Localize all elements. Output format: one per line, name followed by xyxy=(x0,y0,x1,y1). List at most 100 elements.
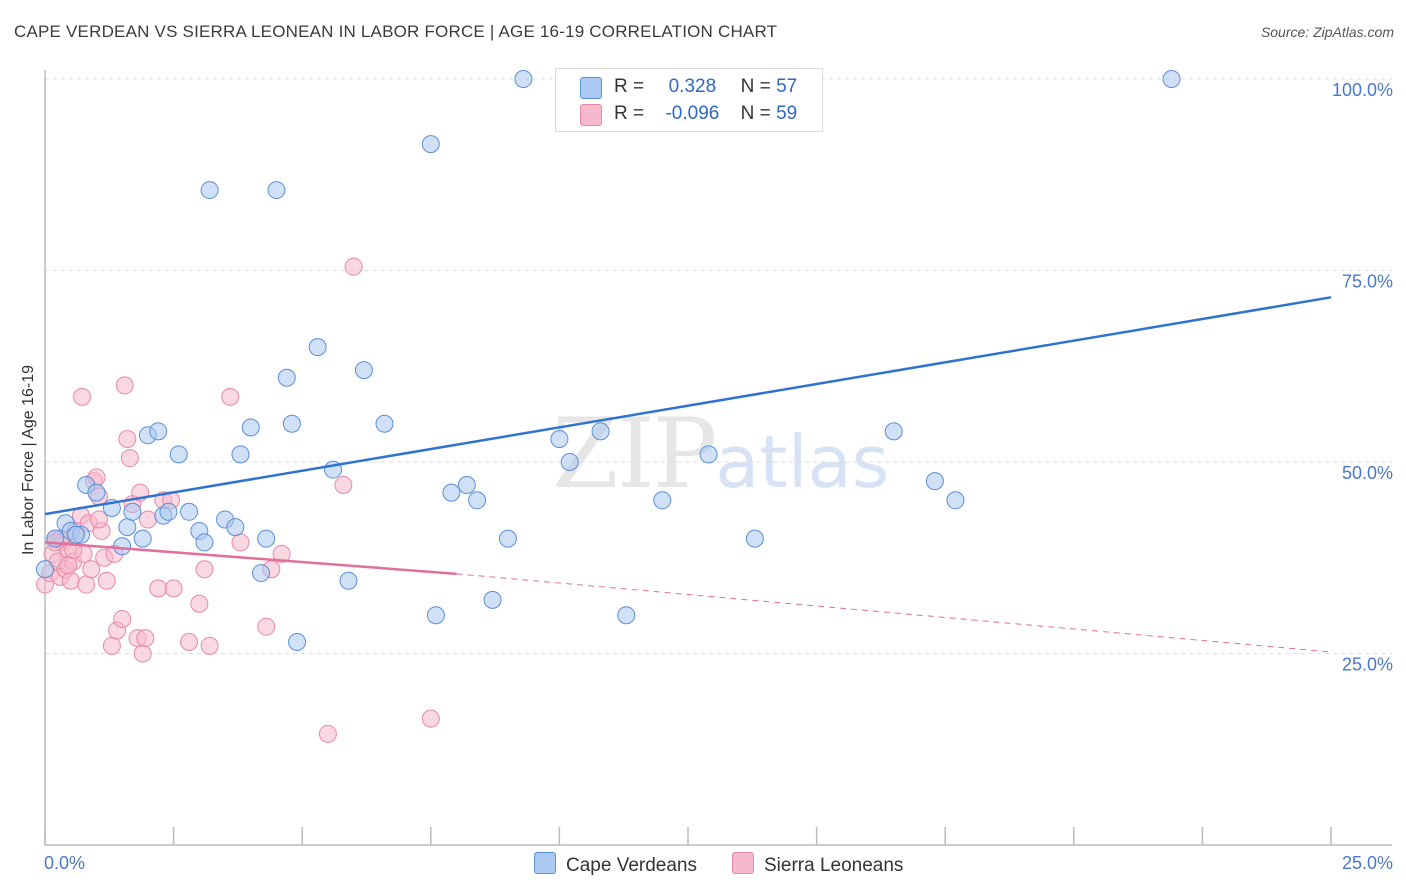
sierra-leonean-point xyxy=(73,387,92,406)
cape-verdean-point xyxy=(149,422,168,441)
sierra-leonean-point xyxy=(344,257,363,276)
sierra-leonean-trend-extension xyxy=(456,573,1332,653)
sierra-leonean-point xyxy=(257,617,276,636)
watermark-zip: ZIP xyxy=(552,398,717,510)
sierra-leonean-point xyxy=(90,510,109,529)
cape-verdean-point xyxy=(653,491,672,510)
n-value: 57 xyxy=(776,76,798,97)
sierra-leonean-point xyxy=(120,449,139,468)
trend-lines xyxy=(44,296,1332,653)
cape-verdean-point xyxy=(925,472,944,491)
sierra-leonean-point xyxy=(77,575,96,594)
cape-verdean-point xyxy=(884,422,903,441)
cape-verdean-point xyxy=(200,181,219,200)
y-tick-label: 25.0% xyxy=(1342,655,1393,675)
cape-verdean-point xyxy=(169,445,188,464)
cape-verdean-point xyxy=(133,529,152,548)
sierra-leonean-point xyxy=(59,556,78,575)
cape-verdean-point xyxy=(195,533,214,552)
grid xyxy=(45,78,1392,654)
cape-verdean-point xyxy=(277,368,296,387)
blue-swatch xyxy=(534,852,556,874)
cape-verdean-point xyxy=(699,445,718,464)
axes xyxy=(44,70,1392,846)
cape-verdean-point xyxy=(36,560,54,579)
cape-verdean-point xyxy=(354,361,373,380)
r-value: -0.096 xyxy=(665,103,720,124)
sierra-leonean-point xyxy=(138,510,157,529)
sierra-leonean-point xyxy=(180,633,199,652)
sierra-leonean-point xyxy=(115,376,134,395)
cape-verdean-point xyxy=(426,606,445,625)
cape-verdean-point xyxy=(514,70,533,88)
cape-verdean-point xyxy=(252,564,271,583)
r-label: R = xyxy=(614,103,645,124)
n-label: N = xyxy=(740,103,771,124)
sierra-leonean-point xyxy=(164,579,183,598)
cape-verdean-point xyxy=(226,518,245,537)
watermark: ZIPatlas xyxy=(552,398,889,510)
cape-verdean-point xyxy=(66,525,85,544)
sierra-leonean-point xyxy=(190,594,209,613)
y-axis-label: In Labor Force | Age 16-19 xyxy=(20,365,37,555)
cape-verdean-point xyxy=(159,502,178,521)
cape-verdean-point xyxy=(308,338,327,357)
cape-verdean-point xyxy=(745,529,764,548)
cape-verdean-point xyxy=(231,445,250,464)
x-tick-label-max: 25.0% xyxy=(1342,853,1393,873)
r-label: R = xyxy=(614,76,645,97)
cape-verdean-point xyxy=(498,529,517,548)
sierra-leonean-point xyxy=(195,560,214,579)
cape-verdean-point xyxy=(87,483,106,502)
r-value: 0.328 xyxy=(668,76,717,97)
cape-verdean-point xyxy=(591,422,610,441)
x-tick-label-min: 0.0% xyxy=(44,853,85,873)
cape-verdean-point xyxy=(118,518,137,537)
cape-verdean-point xyxy=(617,606,636,625)
sierra-leonean-point xyxy=(200,636,219,655)
sierra-leonean-point xyxy=(102,636,121,655)
sierra-leonean-point xyxy=(221,387,240,406)
cape-verdean-point xyxy=(483,590,502,609)
sierra-leonean-point xyxy=(272,544,291,563)
legend-label: Cape Verdeans xyxy=(566,855,697,876)
cape-verdean-point xyxy=(375,414,394,433)
cape-verdean-point xyxy=(457,475,476,494)
cape-verdean-point xyxy=(282,414,301,433)
sierra-leonean-point xyxy=(113,610,132,629)
cape-verdean-point xyxy=(421,135,440,154)
cape-verdean-point xyxy=(560,453,579,471)
sierra-leonean-point xyxy=(133,644,152,663)
y-tick-label: 50.0% xyxy=(1342,463,1393,483)
cape-verdean-point xyxy=(113,537,132,556)
cape-verdean-point xyxy=(1162,70,1181,88)
sierra-leonean-point xyxy=(149,579,168,598)
pink-swatch xyxy=(580,104,602,126)
sierra-leonean-point xyxy=(231,533,250,552)
sierra-leonean-point xyxy=(421,709,440,728)
sierra-leonean-point xyxy=(136,629,155,648)
cape-verdean-point xyxy=(257,529,276,548)
n-label: N = xyxy=(740,76,771,97)
bottom-legend-cape-verdeans: Cape Verdeans xyxy=(534,852,697,877)
cape-verdean-point xyxy=(946,491,965,510)
cape-verdean-point xyxy=(339,571,358,590)
bottom-legend-sierra-leoneans: Sierra Leoneans xyxy=(732,852,903,877)
sierra-leonean-point xyxy=(318,724,337,743)
tick-labels: 25.0% 50.0% 75.0% 100.0% 0.0% 25.0% In Labor F… xyxy=(20,80,1393,873)
legend-label: Sierra Leoneans xyxy=(764,855,904,876)
cape-verdean-point xyxy=(288,633,307,652)
blue-swatch xyxy=(580,77,602,99)
stats-legend: R = 0.328 N = 57 R = -0.096 N = 59 xyxy=(555,68,823,132)
chart-title: CAPE VERDEAN VS SIERRA LEONEAN IN LABOR … xyxy=(14,22,778,41)
cape-verdean-point xyxy=(123,502,142,521)
y-tick-label: 75.0% xyxy=(1342,272,1393,292)
cape-verdean-point xyxy=(267,181,286,200)
cape-verdean-point xyxy=(550,430,569,449)
cape-verdean-point xyxy=(468,491,487,510)
n-value: 59 xyxy=(776,103,798,124)
source-label: Source: ZipAtlas.com xyxy=(1260,24,1394,40)
sierra-leonean-point xyxy=(118,430,137,449)
sierra-leonean-trend-line xyxy=(44,541,457,576)
